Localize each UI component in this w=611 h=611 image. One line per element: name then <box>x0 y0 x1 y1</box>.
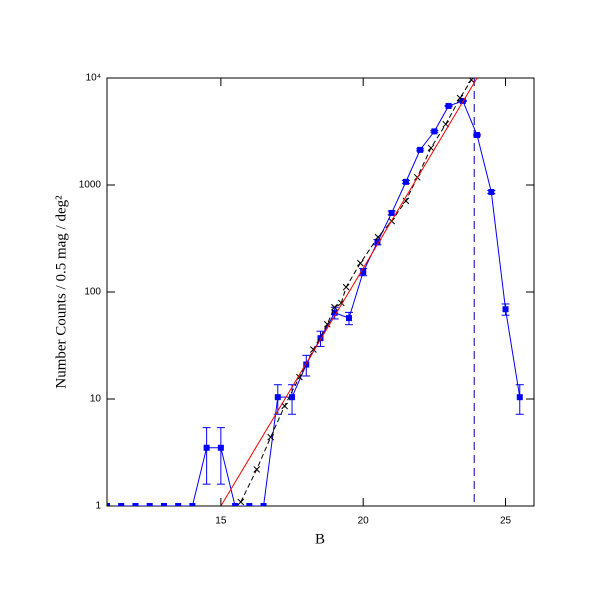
data-point <box>217 444 224 451</box>
data-point <box>402 197 410 205</box>
data-point <box>274 394 281 401</box>
data-point <box>296 373 303 381</box>
data-point <box>360 268 367 275</box>
data-point <box>488 189 495 196</box>
data-point <box>474 132 481 139</box>
data-point <box>289 394 296 401</box>
data-point <box>107 503 110 506</box>
data-point <box>445 102 452 109</box>
data-point <box>253 466 261 473</box>
series-line <box>240 79 472 503</box>
data-point <box>118 503 125 506</box>
y-tick-label: 100 <box>84 287 101 298</box>
data-point <box>281 402 288 410</box>
data-point <box>345 315 352 322</box>
data-point <box>516 394 523 401</box>
data-point <box>468 78 475 84</box>
data-point <box>331 309 338 316</box>
data-point <box>323 320 331 328</box>
plot-frame <box>106 77 535 507</box>
data-point <box>502 306 509 313</box>
data-point <box>132 503 139 506</box>
data-point <box>246 503 253 506</box>
data-point <box>402 178 409 185</box>
data-point <box>189 503 196 506</box>
y-tick-label: 1000 <box>79 180 102 191</box>
data-point <box>427 144 435 152</box>
data-point <box>232 503 239 506</box>
y-tick-label: 10⁴ <box>86 73 101 84</box>
data-point <box>374 233 382 241</box>
x-tick-label: 25 <box>500 516 512 527</box>
data-point <box>160 503 167 506</box>
series-line <box>220 78 478 506</box>
data-point <box>267 433 275 441</box>
data-point <box>203 444 210 451</box>
data-point <box>356 259 364 267</box>
data-point <box>431 128 438 135</box>
data-point <box>146 503 153 506</box>
data-point <box>331 303 338 311</box>
data-point <box>388 209 395 216</box>
y-tick-label: 1 <box>95 501 101 512</box>
x-tick-label: 20 <box>358 516 370 527</box>
y-axis-label: Number Counts / 0.5 mag / deg² <box>53 195 69 389</box>
data-point <box>260 503 267 506</box>
data-point <box>317 335 324 342</box>
data-point <box>374 239 381 246</box>
data-point <box>417 146 424 153</box>
data-point <box>342 283 350 291</box>
data-point <box>175 503 182 506</box>
y-tick-label: 10 <box>90 394 102 405</box>
x-axis-label: B <box>315 531 325 547</box>
series-line <box>107 100 521 506</box>
data-point <box>456 94 464 102</box>
data-point <box>237 498 245 506</box>
x-tick-label: 15 <box>215 516 227 527</box>
plot-area <box>107 78 524 506</box>
